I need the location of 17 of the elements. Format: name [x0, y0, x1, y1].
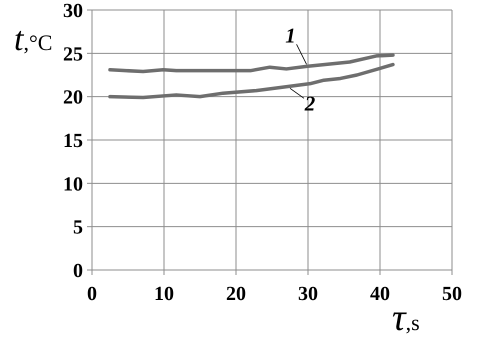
y-tick-label: 30	[63, 0, 83, 22]
series-label: 1	[285, 23, 296, 48]
y-tick-label: 0	[73, 260, 83, 282]
x-tick-label: 50	[442, 283, 462, 305]
y-tick-label: 10	[63, 173, 83, 196]
x-tick-label: 30	[298, 283, 318, 305]
y-tick-label: 20	[63, 86, 83, 109]
y-axis-title: t,°C	[14, 21, 52, 58]
x-tick-label: 0	[87, 283, 97, 305]
y-tick-label: 5	[73, 216, 83, 239]
series-label: 2	[304, 91, 316, 116]
x-axis-title: τ,s	[392, 297, 420, 339]
y-tick-label: 15	[63, 130, 83, 152]
y-tick-label: 25	[63, 43, 83, 66]
x-tick-label: 20	[226, 283, 246, 305]
x-tick-label: 10	[154, 283, 174, 305]
x-tick-label: 40	[370, 283, 390, 305]
